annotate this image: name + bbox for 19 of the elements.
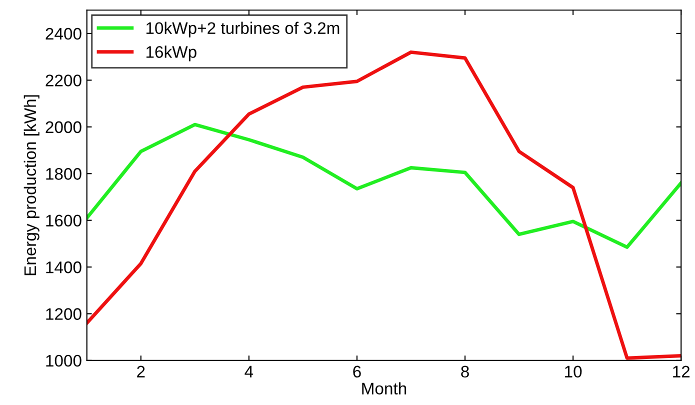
y-tick-label: 2200 bbox=[46, 74, 82, 86]
x-tick-label: 8 bbox=[461, 366, 469, 378]
y-tick-label: 1400 bbox=[46, 261, 82, 274]
x-tick-label: 10 bbox=[565, 366, 582, 378]
y-tick-label: 2000 bbox=[46, 121, 82, 134]
y-tick-label: 1800 bbox=[46, 168, 82, 180]
x-tick-label: 4 bbox=[244, 366, 254, 378]
x-axis-title: Month bbox=[362, 382, 406, 394]
legend-label: 10kWp+2 turbines of 3.2m bbox=[146, 22, 340, 38]
x-tick-label: 6 bbox=[353, 366, 361, 378]
y-tick-label: 2400 bbox=[46, 28, 82, 40]
x-tick-label: 12 bbox=[673, 366, 690, 378]
legend-label: 16kWp bbox=[146, 46, 196, 62]
y-tick-label: 1600 bbox=[46, 214, 82, 227]
y-tick-label: 1200 bbox=[46, 308, 82, 320]
y-axis-title: Energy production [kWh] bbox=[24, 95, 40, 276]
line-series bbox=[86, 122, 682, 249]
y-tick-label: 1000 bbox=[46, 354, 82, 367]
x-tick-label: 2 bbox=[137, 366, 145, 378]
